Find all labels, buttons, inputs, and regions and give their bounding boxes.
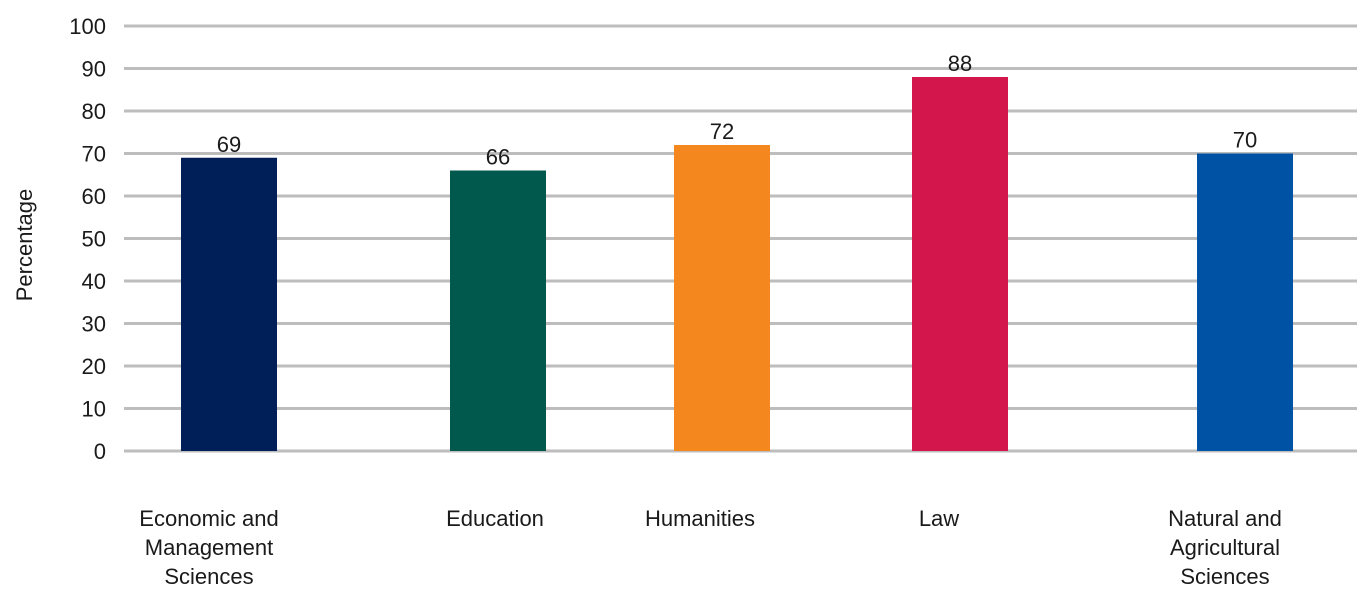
bar — [912, 77, 1008, 451]
category-label: Natural and Agricultural Sciences — [1168, 506, 1282, 589]
y-tick-label: 60 — [82, 184, 106, 209]
value-labels: 69 66 72 88 70 — [217, 51, 1257, 170]
bars — [181, 77, 1293, 451]
bar — [674, 145, 770, 451]
y-tick-label: 70 — [82, 142, 106, 167]
y-tick-label: 50 — [82, 227, 106, 252]
x-tick-label: Management — [145, 535, 273, 560]
y-tick-label: 30 — [82, 312, 106, 337]
data-label: 66 — [486, 145, 510, 170]
bar — [1197, 153, 1293, 451]
category-label: Law — [919, 506, 959, 531]
x-tick-label: Sciences — [164, 564, 253, 589]
category-label: Education — [446, 506, 544, 531]
data-label: 72 — [710, 119, 734, 144]
x-tick-label: Education — [446, 506, 544, 531]
y-tick-label: 80 — [82, 99, 106, 124]
y-axis-title: Percentage — [12, 189, 37, 302]
x-tick-label: Humanities — [645, 506, 755, 531]
data-label: 70 — [1233, 128, 1257, 153]
category-label: Humanities — [645, 506, 755, 531]
category-label: Economic and Management Sciences — [139, 506, 278, 589]
y-tick-label: 90 — [82, 57, 106, 82]
x-tick-label: Economic and — [139, 506, 278, 531]
x-tick-label: Agricultural — [1170, 535, 1280, 560]
y-tick-label: 20 — [82, 354, 106, 379]
y-tick-label: 40 — [82, 269, 106, 294]
y-tick-label: 0 — [94, 439, 106, 464]
x-tick-label: Natural and — [1168, 506, 1282, 531]
data-label: 88 — [948, 51, 972, 76]
bar — [450, 170, 546, 451]
y-axis-ticks: 0 10 20 30 40 50 60 70 80 90 100 — [69, 14, 106, 464]
x-tick-label: Law — [919, 506, 959, 531]
y-tick-label: 100 — [69, 14, 106, 39]
x-tick-label: Sciences — [1180, 564, 1269, 589]
y-tick-label: 10 — [82, 397, 106, 422]
x-axis-categories: Economic and Management Sciences Education H… — [139, 506, 1282, 589]
bar — [181, 157, 277, 451]
data-label: 69 — [217, 132, 241, 157]
